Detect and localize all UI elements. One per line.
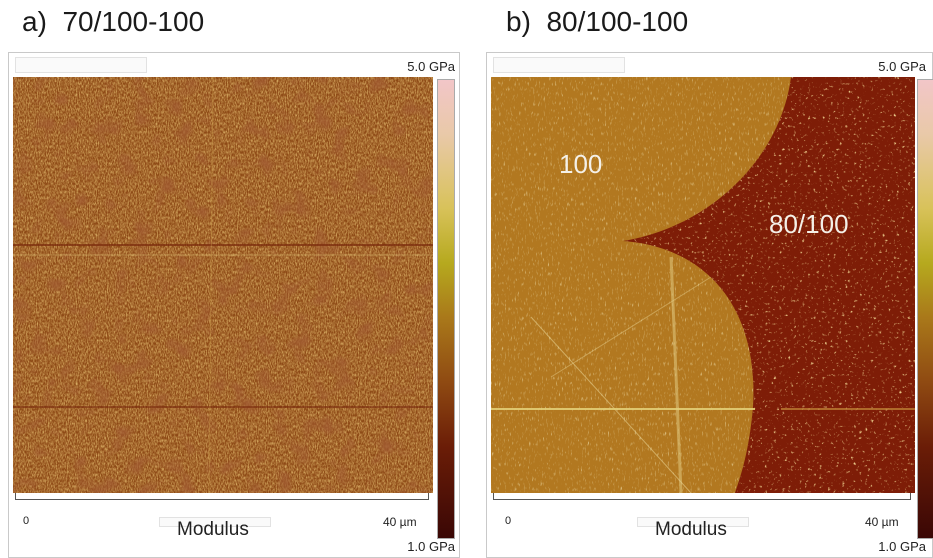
panel-b-bottom-tab	[637, 517, 749, 527]
panel-a-tab	[15, 57, 147, 73]
panel-b-axis-end: 40 µm	[865, 515, 899, 529]
panel-a-x-axis	[15, 499, 429, 500]
panel-a-modulus-map	[13, 77, 433, 493]
region-label-80-100: 80/100	[769, 209, 849, 239]
panel-a-title: a) 70/100-100	[22, 6, 205, 37]
panel-b-tab	[493, 57, 625, 73]
panel-a-axis-end: 40 µm	[383, 515, 417, 529]
panel-b-modulus-map	[491, 77, 915, 493]
panel-b-axis-tick-end	[910, 493, 911, 500]
panel-a-scale-min: 1.0 GPa	[407, 539, 455, 554]
panel-b-colorbar	[917, 79, 933, 539]
panel-a-scale-max: 5.0 GPa	[407, 59, 455, 74]
panel-a-axis-tick-end	[428, 493, 429, 500]
panel-b-axis-label: Modulus	[655, 519, 727, 540]
panel-b-axis-origin: 0	[505, 515, 512, 527]
panel-b-scale-min: 1.0 GPa	[878, 539, 926, 554]
panel-a: 5.0 GPa 0 Modulus 40 µm 1.0 GPa	[8, 52, 460, 558]
region-label-100: 100	[559, 149, 603, 179]
panel-a-axis-label: Modulus	[177, 519, 249, 540]
panel-a-colorbar	[437, 79, 455, 539]
panel-a-axis-tick-start	[15, 493, 16, 500]
panel-b-title: b) 80/100-100	[506, 6, 689, 37]
panel-b-x-axis	[493, 499, 911, 500]
panel-a-bottom-tab	[159, 517, 271, 527]
panel-b-scale-max: 5.0 GPa	[878, 59, 926, 74]
panel-a-axis-origin: 0	[23, 515, 30, 527]
panel-b: 5.0 GPa	[486, 52, 933, 558]
panel-b-axis-tick-start	[493, 493, 494, 500]
